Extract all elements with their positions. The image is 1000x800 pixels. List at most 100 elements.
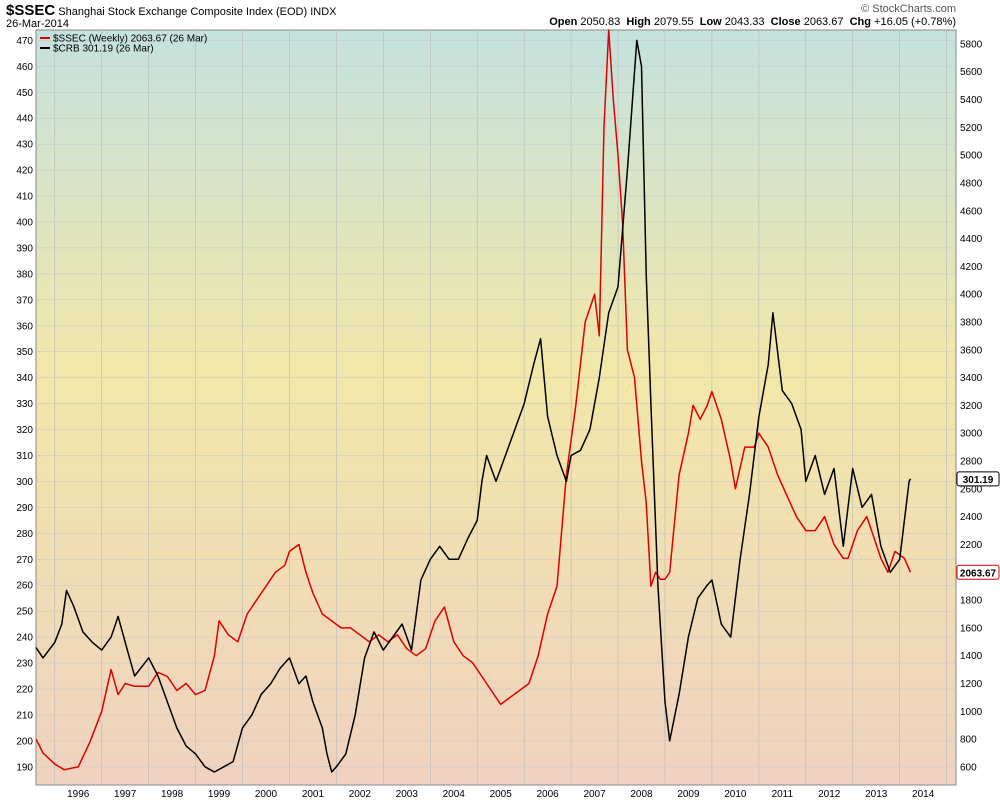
left-tick-label: 230 [16,659,33,670]
left-tick-label: 250 [16,607,33,618]
open-label: Open [549,16,578,28]
right-tick-label: 2400 [960,512,983,523]
x-tick-label: 2013 [865,789,888,800]
x-tick-label: 2014 [912,789,935,800]
left-tick-label: 380 [16,269,33,280]
left-tick-label: 460 [16,62,33,73]
left-tick-label: 420 [16,166,33,177]
last-value-box [956,564,1000,580]
left-tick-label: 370 [16,295,33,306]
left-tick-label: 190 [16,762,33,773]
right-tick-label: 3800 [960,317,983,328]
brand-watermark: © StockCharts.com [861,3,956,15]
right-tick-label: 1800 [960,596,983,607]
left-tick-label: 220 [16,685,33,696]
right-tick-label: 5600 [960,67,983,78]
crb-line [35,39,912,773]
left-tick-label: 390 [16,243,33,254]
index-description: Shanghai Stock Exchange Composite Index … [58,6,308,18]
right-axis-ticks: 6008001000120014001600180020002200240026… [960,39,983,773]
series-lines [35,29,912,773]
x-axis-ticks: 1996 1997 1998 1999 2000 2001 2002 2003 2004 2005… [67,789,935,800]
right-tick-label: 600 [960,762,977,773]
right-tick-label: 4000 [960,290,983,301]
left-tick-label: 200 [16,736,33,747]
right-tick-label: 5000 [960,151,983,162]
plot-background [35,29,957,786]
left-tick-label: 470 [16,36,33,47]
crb-last-value: 301.19 [963,475,994,486]
right-tick-label: 4600 [960,206,983,217]
right-tick-label: 5400 [960,95,983,106]
left-tick-label: 270 [16,555,33,566]
left-tick-label: 330 [16,399,33,410]
low-label: Low [699,16,722,28]
left-axis-ticks: 190 200 210 220 230 240 250 260 270 280 290 300 310 3… [16,36,33,773]
right-tick-label: 2600 [960,484,983,495]
x-tick-label: 2010 [724,789,747,800]
left-tick-label: 320 [16,425,33,436]
ssec-line [35,29,912,771]
exchange-label: INDX [310,6,337,18]
right-tick-label: 4400 [960,234,983,245]
right-tick-label: 3600 [960,345,983,356]
chart-date: 26-Mar-2014 [6,18,69,30]
close-value: 2063.67 [803,16,844,28]
left-tick-label: 310 [16,451,33,462]
open-value: 2050.83 [580,16,621,28]
x-tick-label: 2000 [255,789,278,800]
right-tick-label: 800 [960,735,977,746]
right-tick-label: 5200 [960,123,983,134]
x-tick-label: 2001 [302,789,325,800]
x-tick-label: 2008 [630,789,653,800]
right-tick-label: 1000 [960,707,983,718]
x-tick-label: 2012 [818,789,841,800]
x-tick-label: 2009 [677,789,700,800]
left-tick-label: 430 [16,140,33,151]
right-tick-label: 1200 [960,679,983,690]
chg-label: Chg [849,16,871,28]
x-tick-label: 2006 [537,789,560,800]
right-tick-label: 3400 [960,373,983,384]
x-tick-label: 2004 [443,789,466,800]
vertical-gridlines [54,30,947,785]
left-tick-label: 400 [16,217,33,228]
high-value: 2079.55 [653,16,694,28]
x-tick-label: 2011 [772,789,794,800]
x-tick-label: 1999 [208,789,231,800]
right-tick-label: 4200 [960,262,983,273]
legend-ssec: $SSEC (Weekly) 2063.67 (26 Mar) [53,34,207,45]
high-label: High [626,16,651,28]
last-value-labels: 2063.67 301.19 [956,471,1000,580]
left-tick-label: 410 [16,192,33,203]
x-tick-label: 1998 [161,789,184,800]
left-tick-label: 300 [16,477,33,488]
right-tick-label: 3000 [960,429,983,440]
left-tick-label: 440 [16,114,33,125]
right-tick-label: 2800 [960,457,983,468]
x-tick-label: 1997 [114,789,137,800]
x-tick-label: 2002 [349,789,372,800]
x-tick-label: 2005 [490,789,513,800]
close-label: Close [770,16,801,28]
ssec-last-value: 2063.67 [960,568,997,579]
legend: $SSEC (Weekly) 2063.67 (26 Mar)$CRB 301.… [40,34,207,55]
left-tick-label: 450 [16,88,33,99]
left-tick-label: 360 [16,321,33,332]
ohlc-summary: Open 2050.83 High 2079.55 Low 2043.33 Cl… [549,16,956,28]
x-tick-label: 2007 [583,789,606,800]
left-tick-label: 260 [16,581,33,592]
chart-title: $SSEC Shanghai Stock Exchange Composite … [6,2,336,19]
right-tick-label: 5800 [960,39,983,50]
legend-crb: $CRB 301.19 (26 Mar) [53,44,154,55]
left-tick-label: 280 [16,529,33,540]
chg-value: +16.05 (+0.78%) [874,16,956,28]
left-tick-label: 340 [16,373,33,384]
right-tick-label: 1400 [960,651,983,662]
x-tick-label: 2003 [396,789,419,800]
left-tick-label: 210 [16,710,33,721]
right-tick-label: 2200 [960,540,983,551]
left-tick-label: 350 [16,347,33,358]
right-tick-label: 3200 [960,401,983,412]
